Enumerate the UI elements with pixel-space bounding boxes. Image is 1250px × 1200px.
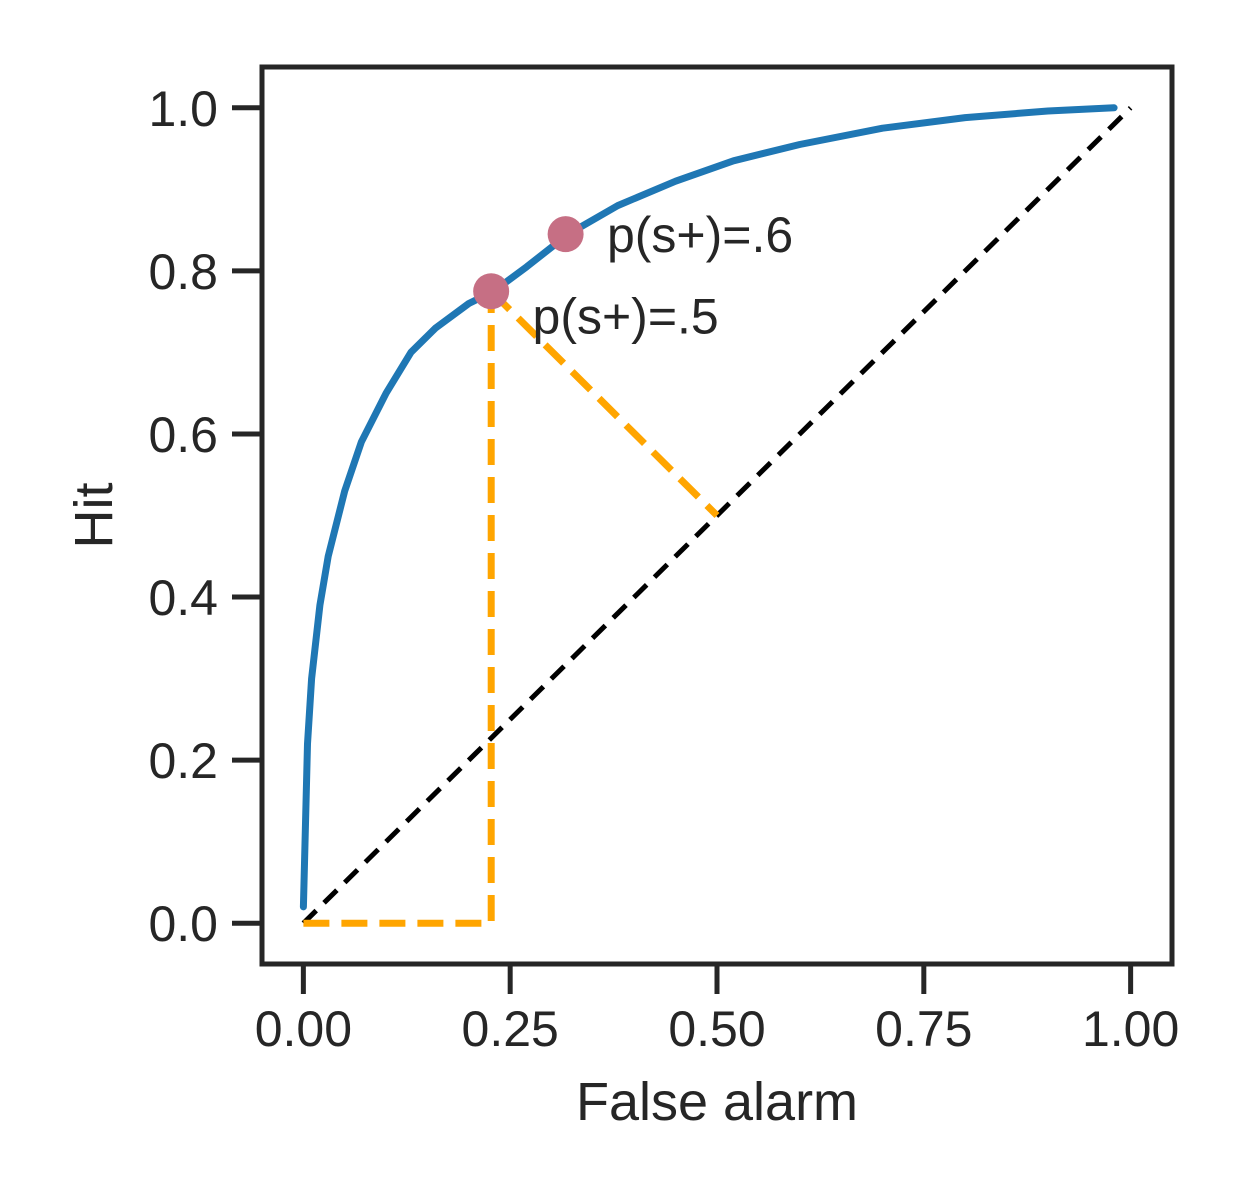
operating-point-label-1: p(s+)=.5	[533, 289, 719, 345]
operating-point-label-2: p(s+)=.6	[607, 207, 793, 263]
y-axis: 0.0 0.2 0.4 0.6 0.8 1.0	[148, 81, 262, 952]
operating-point-1	[473, 273, 510, 310]
y-tick-label: 1.0	[148, 81, 218, 137]
x-axis: 0.00 0.25 0.50 0.75 1.00	[255, 964, 1179, 1057]
x-axis-label: False alarm	[576, 1072, 858, 1132]
x-tick-label: 0.25	[462, 1001, 559, 1057]
perpendicular-to-diagonal-line	[488, 288, 720, 518]
plot-area: p(s+)=.5 p(s+)=.6	[299, 104, 1133, 927]
operating-point-2	[547, 216, 584, 253]
y-tick-label: 0.0	[148, 896, 218, 952]
x-tick-label: 0.00	[255, 1001, 352, 1057]
y-axis-label: Hit	[64, 483, 124, 549]
y-tick-label: 0.2	[148, 733, 218, 789]
x-tick-label: 0.75	[875, 1001, 972, 1057]
x-tick-label: 1.00	[1082, 1001, 1179, 1057]
y-tick-label: 0.6	[148, 407, 218, 463]
x-tick-label: 0.50	[668, 1001, 765, 1057]
y-tick-label: 0.4	[148, 570, 218, 626]
vertical-drop-line	[303, 291, 495, 927]
y-tick-label: 0.8	[148, 244, 218, 300]
